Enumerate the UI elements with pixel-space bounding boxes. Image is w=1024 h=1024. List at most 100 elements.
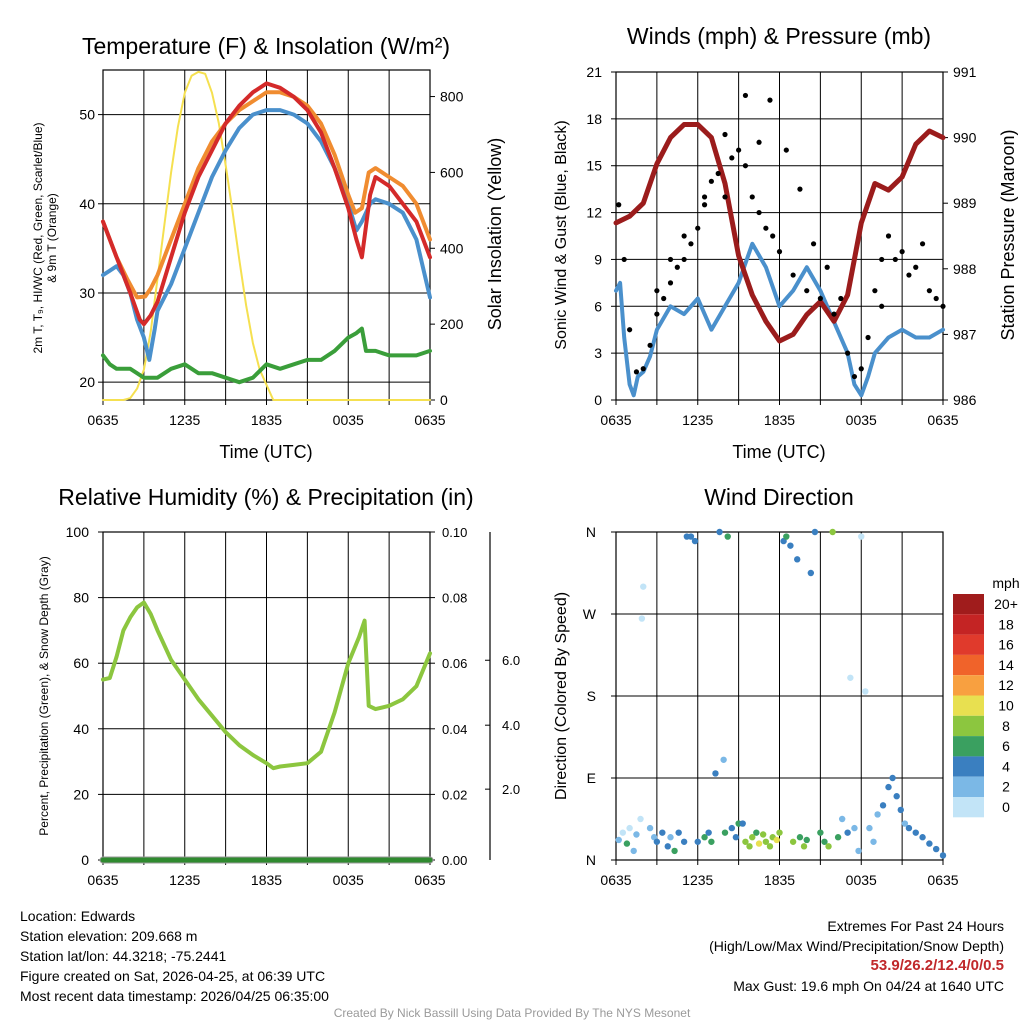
direction-point xyxy=(851,824,858,832)
winds-gust-point xyxy=(770,233,776,239)
direction-point xyxy=(926,840,933,847)
direction-point xyxy=(870,838,877,845)
legend-label: 8 xyxy=(1002,718,1010,734)
winds-ylabel-right: Station Pressure (Maroon) xyxy=(998,129,1018,340)
direction-point xyxy=(640,583,647,590)
winds-gust-point xyxy=(654,288,660,294)
direction-point xyxy=(667,834,674,841)
humidity-ytick-label-right: 0.02 xyxy=(442,787,467,802)
humidity-panel: Relative Humidity (%) & Precipitation (i… xyxy=(37,484,520,888)
direction-point xyxy=(932,845,940,853)
winds-xlabel: Time (UTC) xyxy=(732,442,825,462)
winds-gust-point xyxy=(851,373,858,380)
temperature-ylabel-left-1: 2m T, T₉, HI/WC (Red, Green, Scarlet/Blu… xyxy=(31,122,45,353)
temperature-ytick-label-right: 600 xyxy=(440,164,464,180)
winds-ytick-label-left: 6 xyxy=(594,298,602,314)
winds-ytick-label-left: 9 xyxy=(594,251,602,267)
station-latlon: Station lat/lon: 44.3218; -75.2441 xyxy=(20,948,227,964)
direction-point xyxy=(742,838,749,845)
legend-swatch xyxy=(953,776,984,797)
extremes-legend: (High/Low/Max Wind/Precipitation/Snow De… xyxy=(709,938,1004,954)
legend-swatch xyxy=(953,614,984,635)
winds-gust-point xyxy=(919,241,926,247)
direction-point xyxy=(646,824,654,832)
direction-point xyxy=(739,820,746,827)
winds-gust-point xyxy=(654,311,660,317)
direction-point xyxy=(939,852,947,859)
legend-swatch xyxy=(953,715,984,737)
extremes-info: Extremes For Past 24 Hours (High/Low/Max… xyxy=(709,916,1004,996)
legend-label: 12 xyxy=(998,677,1014,693)
winds-gust-point xyxy=(926,288,932,294)
direction-ytick-label: S xyxy=(587,688,596,704)
winds-ylabel-left: Sonic Wind & Gust (Blue, Black) xyxy=(553,120,570,349)
max-gust: Max Gust: 19.6 mph On 04/24 at 1640 UTC xyxy=(733,978,1004,994)
temperature-title: Temperature (F) & Insolation (W/m²) xyxy=(82,33,450,59)
legend-title: mph xyxy=(992,575,1019,591)
temperature-ylabel-right: Solar Insolation (Yellow) xyxy=(485,138,505,330)
humidity-ytick-label-right: 0.00 xyxy=(442,853,467,868)
temperature-ytick-label-right: 800 xyxy=(440,89,464,105)
direction-point xyxy=(858,533,865,540)
direction-point xyxy=(708,838,715,845)
winds-gust-point xyxy=(674,264,680,270)
winds-gust-point xyxy=(845,350,851,356)
temperature-panel: Temperature (F) & Insolation (W/m²) 20 30… xyxy=(31,33,505,462)
figure-created: Figure created on Sat, 2026-04-25, at 06… xyxy=(20,968,326,984)
direction-ytick-label: W xyxy=(583,606,597,622)
winds-panel: Winds (mph) & Pressure (mb) 0 3 6 9 12 15 18 21… xyxy=(553,23,1018,462)
winds-gust-point xyxy=(621,256,627,263)
winds-gust-point xyxy=(885,233,892,239)
direction-point xyxy=(796,834,804,841)
legend-label: 4 xyxy=(1002,758,1010,774)
legend-swatch xyxy=(953,654,984,676)
direction-point xyxy=(721,829,729,836)
winds-gust-point xyxy=(681,256,687,263)
direction-point xyxy=(803,836,810,844)
winds-gust-point xyxy=(722,131,728,138)
winds-xtick-label: 0635 xyxy=(600,412,631,428)
winds-gust-point xyxy=(722,194,728,200)
direction-point xyxy=(712,770,719,777)
temperature-ytick-label-right: 0 xyxy=(440,392,448,408)
winds-ytick-label-right: 990 xyxy=(953,130,977,146)
legend-swatch xyxy=(953,594,984,615)
humidity-ytick-label-right: 0.06 xyxy=(442,656,467,671)
winds-gust-point xyxy=(736,147,742,153)
direction-point xyxy=(847,674,854,681)
temperature-xtick-label: 0635 xyxy=(87,412,118,428)
direction-point xyxy=(705,829,712,836)
winds-gust-point xyxy=(865,334,871,341)
winds-gust-point xyxy=(715,170,721,177)
winds-gust-point xyxy=(742,163,749,169)
direction-point xyxy=(776,829,783,836)
extremes-title: Extremes For Past 24 Hours xyxy=(827,918,1004,934)
winds-gust-point xyxy=(661,295,667,302)
winds-gust-point xyxy=(667,280,674,286)
direction-point xyxy=(755,840,763,847)
station-info: Location: Edwards Station elevation: 209… xyxy=(20,906,329,1006)
winds-ytick-label-left: 0 xyxy=(594,392,602,408)
winds-gust-point xyxy=(933,295,939,302)
direction-point xyxy=(794,556,801,563)
direction-point xyxy=(675,829,682,836)
legend-swatch xyxy=(953,695,984,716)
winds-gust-point xyxy=(892,256,898,263)
legend-label: 10 xyxy=(998,698,1014,714)
temperature-ytick-label-right: 400 xyxy=(440,240,464,256)
winds-gust-point xyxy=(879,256,885,263)
winds-gust-point xyxy=(742,92,749,99)
direction-point xyxy=(901,820,909,827)
winds-gust-point xyxy=(776,249,783,255)
winds-gust-point xyxy=(790,272,796,278)
direction-point xyxy=(633,831,640,838)
direction-point xyxy=(759,831,767,838)
temperature-xtick-label: 1235 xyxy=(169,412,200,428)
winds-ytick-label-right: 989 xyxy=(953,195,977,211)
snow-tick-label: 4.0 xyxy=(502,718,520,733)
winds-gust-point xyxy=(701,202,708,208)
winds-gust-point xyxy=(797,186,803,192)
temperature-xlabel: Time (UTC) xyxy=(219,442,312,462)
winds-gust-point xyxy=(879,303,885,309)
